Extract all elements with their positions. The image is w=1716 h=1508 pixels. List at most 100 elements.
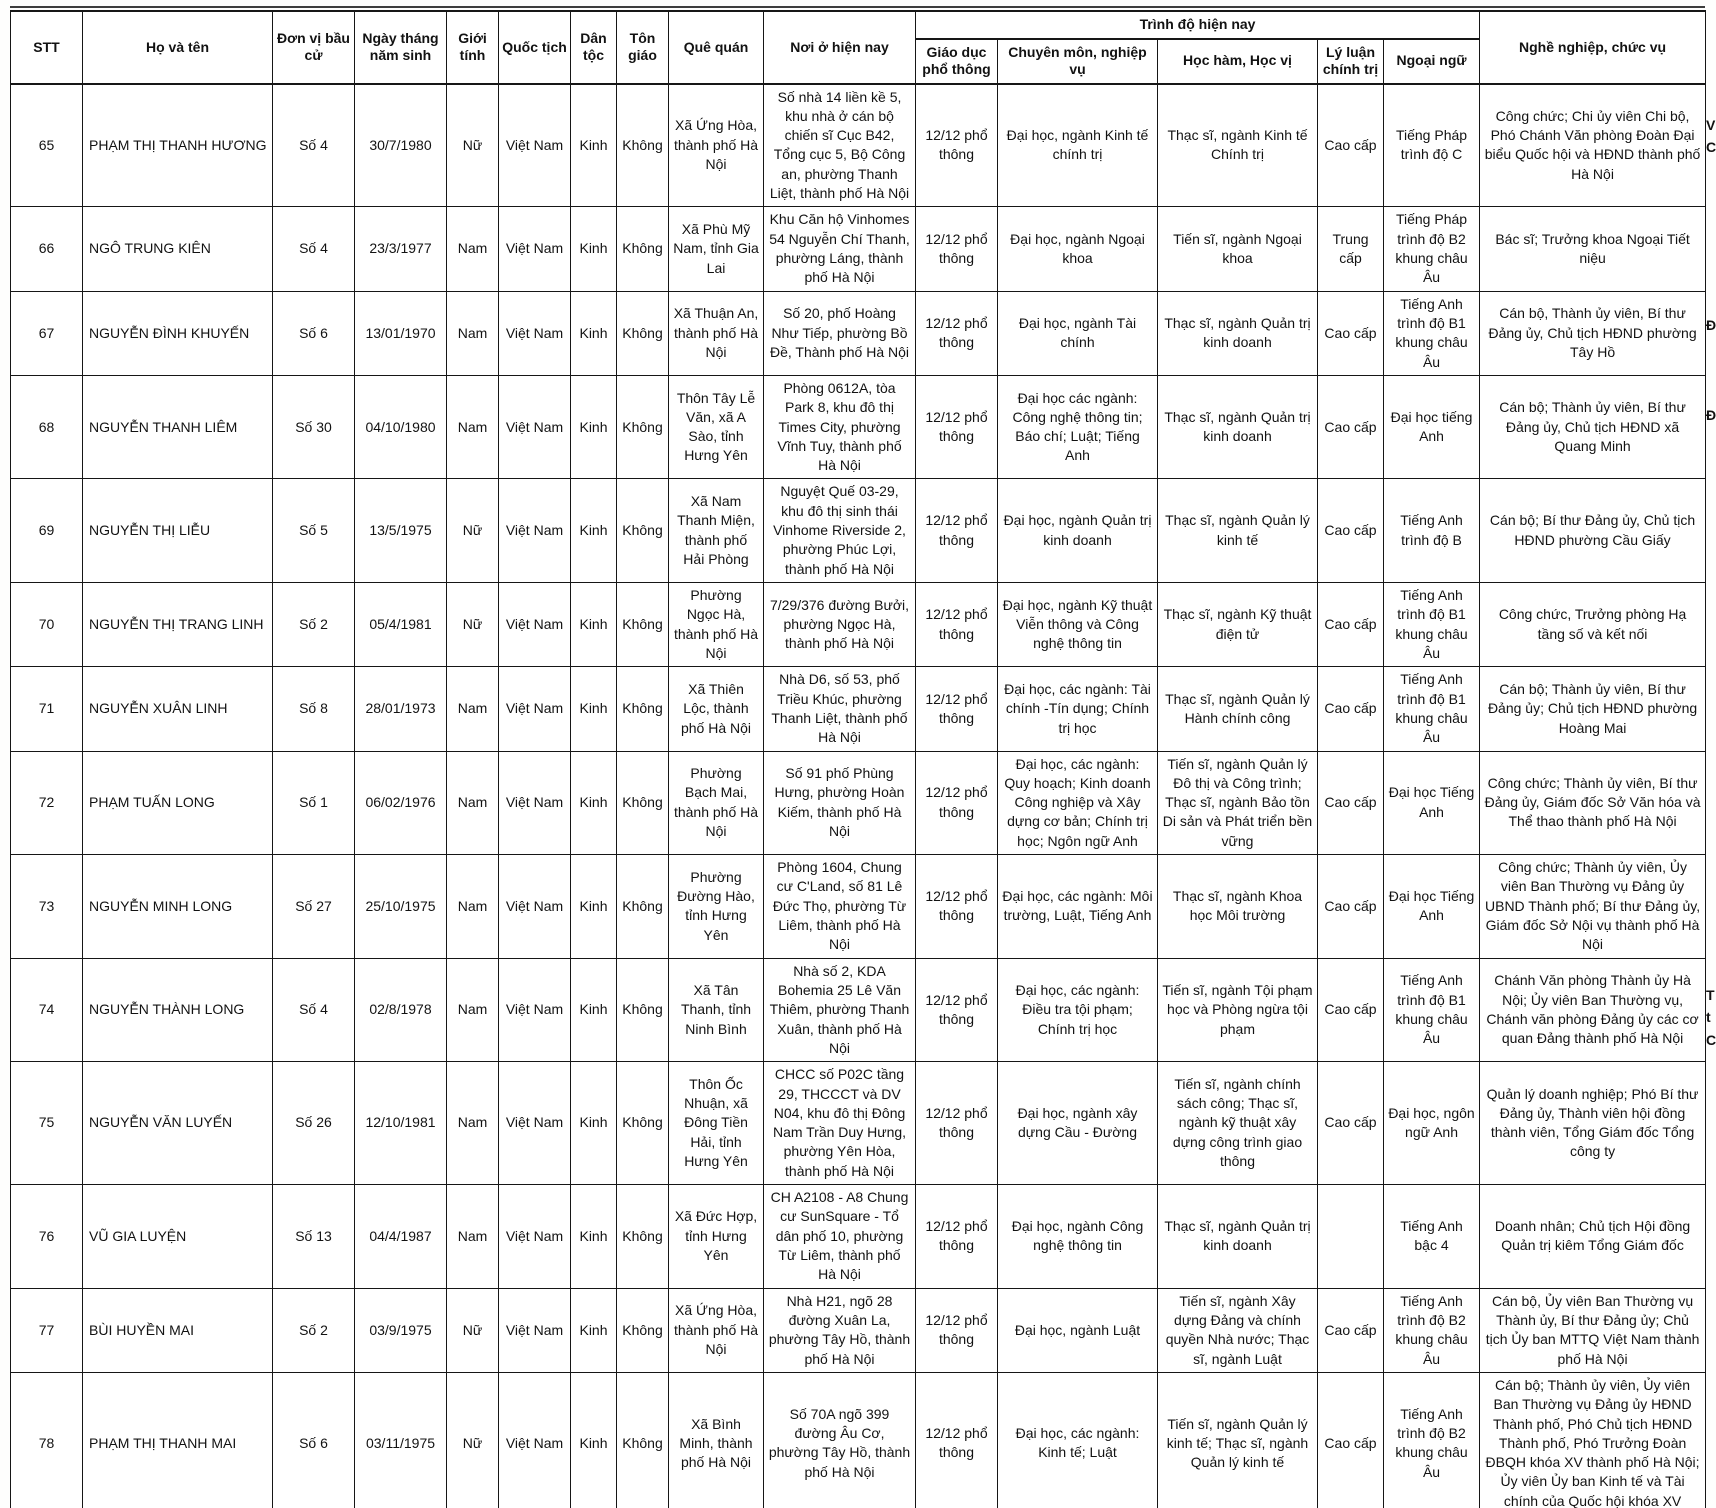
cell-ho-ten: PHẠM THỊ THANH HƯƠNG [82, 82, 273, 208]
cell-don-vi: Số 4 [272, 957, 355, 1063]
cell-nghe-nghiep: Cán bộ, Ủy viên Ban Thường vụ Thành ủy, … [1479, 1287, 1707, 1373]
cell-don-vi: Số 6 [272, 290, 355, 376]
header-don-vi: Đơn vị bầu cử [272, 10, 355, 85]
cell-quoc-tich: Việt Nam [498, 1287, 571, 1373]
cell-chuyen-mon: Đại học, ngành Ngoại khoa [997, 206, 1158, 292]
cell-ngoai-ngu: Đại học Tiếng Anh [1382, 854, 1481, 959]
cell-giao-duc: 12/12 phổ thông [915, 1061, 998, 1186]
candidate-table: STT Họ và tên Đơn vị bầu cử Ngày tháng n… [10, 10, 1707, 1508]
cell-ngoai-ngu: Tiếng Anh trình độ B1 khung châu Âu [1382, 290, 1481, 376]
cell-gioi-tinh: Nam [446, 206, 499, 292]
cell-nghe-nghiep: Quản lý doanh nghiệp; Phó Bí thư Đảng ủy… [1479, 1061, 1707, 1186]
cell-ngay-sinh: 05/4/1981 [354, 581, 447, 668]
cell-quoc-tich: Việt Nam [498, 1061, 571, 1186]
cell-quoc-tich: Việt Nam [498, 1184, 571, 1289]
cell-dan-toc: Kinh [570, 206, 617, 292]
cell-ho-ten: NGUYỄN THỊ LIỄU [82, 478, 273, 583]
cell-ngay-sinh: 02/8/1978 [354, 957, 447, 1063]
cell-don-vi: Số 1 [272, 750, 355, 856]
edge-fragment-row65: V C [1706, 117, 1716, 156]
cell-quoc-tich: Việt Nam [498, 666, 571, 752]
cell-don-vi: Số 2 [272, 1287, 355, 1373]
cell-ngoai-ngu: Tiếng Anh trình độ B2 khung châu Âu [1382, 1371, 1481, 1508]
header-chuyen-mon: Chuyên môn, nghiệp vụ [997, 38, 1158, 85]
cell-hoc-ham: Thạc sĩ, ngành Quản trị kinh doanh [1157, 290, 1318, 376]
cell-ngoai-ngu: Tiếng Anh trình độ B1 khung châu Âu [1382, 666, 1481, 752]
cell-ngoai-ngu: Tiếng Anh trình độ B [1382, 478, 1481, 583]
cell-hoc-ham: Tiến sĩ, ngành chính sách công; Thạc sĩ,… [1157, 1061, 1318, 1186]
cell-dan-toc: Kinh [570, 854, 617, 959]
header-stt: STT [10, 10, 83, 85]
cell-ho-ten: NGUYỄN MINH LONG [82, 854, 273, 959]
cell-ngay-sinh: 25/10/1975 [354, 854, 447, 959]
cell-gioi-tinh: Nữ [446, 82, 499, 208]
cell-quoc-tich: Việt Nam [498, 854, 571, 959]
cell-stt: 66 [10, 206, 83, 292]
cell-hoc-ham: Thạc sĩ, ngành Kinh tế Chính trị [1157, 82, 1318, 208]
cell-ton-giao: Không [616, 1371, 669, 1508]
cell-giao-duc: 12/12 phổ thông [915, 750, 998, 856]
cell-chuyen-mon: Đại học, ngành Công nghệ thông tin [997, 1184, 1158, 1289]
cell-don-vi: Số 5 [272, 478, 355, 583]
cell-don-vi: Số 30 [272, 374, 355, 480]
cell-noi-o: CHCC số P02C tầng 29, THCCCT và DV N04, … [763, 1061, 916, 1186]
cell-ton-giao: Không [616, 854, 669, 959]
cell-que-quan: Thôn Tây Lễ Văn, xã A Sào, tỉnh Hưng Yên [668, 374, 764, 480]
cell-nghe-nghiep: Chánh Văn phòng Thành ủy Hà Nội; Ủy viên… [1479, 957, 1707, 1063]
cell-quoc-tich: Việt Nam [498, 581, 571, 668]
cell-ly-luan: Trung cấp [1317, 206, 1384, 292]
cell-nghe-nghiep: Cán bộ, Thành ủy viên, Bí thư Đảng ủy, C… [1479, 290, 1707, 376]
cell-hoc-ham: Tiến sĩ, ngành Ngoại khoa [1157, 206, 1318, 292]
cell-hoc-ham: Tiến sĩ, ngành Tội phạm học và Phòng ngừ… [1157, 957, 1318, 1063]
header-ton-giao: Tôn giáo [616, 10, 669, 85]
cell-ly-luan: Cao cấp [1317, 1061, 1384, 1186]
table-row: 73 NGUYỄN MINH LONG Số 27 25/10/1975 Nam Việt… [10, 854, 1707, 959]
header-ngay-sinh: Ngày tháng năm sinh [354, 10, 447, 85]
cell-noi-o: Nhà D6, số 53, phố Triều Khúc, phường Th… [763, 666, 916, 752]
table-row: 67 NGUYỄN ĐÌNH KHUYẾN Số 6 13/01/1970 Nam Việ… [10, 290, 1707, 376]
cell-gioi-tinh: Nữ [446, 581, 499, 668]
cell-giao-duc: 12/12 phổ thông [915, 1371, 998, 1508]
cell-que-quan: Xã Nam Thanh Miện, thành phố Hải Phòng [668, 478, 764, 583]
cell-ton-giao: Không [616, 478, 669, 583]
cell-ngay-sinh: 04/10/1980 [354, 374, 447, 480]
cell-ngay-sinh: 12/10/1981 [354, 1061, 447, 1186]
cell-ly-luan: Cao cấp [1317, 957, 1384, 1063]
cell-chuyen-mon: Đại học, ngành Quản trị kinh doanh [997, 478, 1158, 583]
cell-ly-luan: Cao cấp [1317, 854, 1384, 959]
cell-ton-giao: Không [616, 666, 669, 752]
cell-noi-o: Nhà H21, ngõ 28 đường Xuân La, phường Tâ… [763, 1287, 916, 1373]
cell-hoc-ham: Thạc sĩ, ngành Khoa học Môi trường [1157, 854, 1318, 959]
table-row: 68 NGUYỄN THANH LIÊM Số 30 04/10/1980 Nam Việ… [10, 374, 1707, 480]
cell-hoc-ham: Thạc sĩ, ngành Quản lý kinh tế [1157, 478, 1318, 583]
cell-ho-ten: NGUYỄN XUÂN LINH [82, 666, 273, 752]
table-row: 78 PHẠM THỊ THANH MAI Số 6 03/11/1975 Nữ Việt… [10, 1371, 1707, 1508]
cell-stt: 71 [10, 666, 83, 752]
table-row: 70 NGUYỄN THỊ TRANG LINH Số 2 05/4/1981 Nữ Vi… [10, 581, 1707, 668]
cell-gioi-tinh: Nam [446, 1061, 499, 1186]
header-ly-luan: Lý luận chính trị [1317, 38, 1384, 85]
cell-don-vi: Số 2 [272, 581, 355, 668]
cell-dan-toc: Kinh [570, 581, 617, 668]
cell-dan-toc: Kinh [570, 478, 617, 583]
cell-ton-giao: Không [616, 957, 669, 1063]
cell-nghe-nghiep: Cán bộ; Bí thư Đảng ủy, Chủ tịch HĐND ph… [1479, 478, 1707, 583]
cell-quoc-tich: Việt Nam [498, 82, 571, 208]
header-quoc-tich: Quốc tịch [498, 10, 571, 85]
cell-ho-ten: BÙI HUYỀN MAI [82, 1287, 273, 1373]
edge-fragment-row68: Đ [1706, 407, 1716, 423]
cell-gioi-tinh: Nữ [446, 1371, 499, 1508]
cell-chuyen-mon: Đại học, ngành xây dựng Cầu - Đường [997, 1061, 1158, 1186]
cell-ngoai-ngu: Tiếng Pháp trình độ C [1382, 82, 1481, 208]
cell-ly-luan: Cao cấp [1317, 374, 1384, 480]
cell-ho-ten: NGUYỄN THANH LIÊM [82, 374, 273, 480]
cell-que-quan: Xã Phù Mỹ Nam, tỉnh Gia Lai [668, 206, 764, 292]
cell-chuyen-mon: Đại học, ngành Luật [997, 1287, 1158, 1373]
cell-ly-luan: Cao cấp [1317, 750, 1384, 856]
cell-quoc-tich: Việt Nam [498, 1371, 571, 1508]
cell-noi-o: Nhà số 2, KDA Bohemia 25 Lê Văn Thiêm, p… [763, 957, 916, 1063]
cell-stt: 77 [10, 1287, 83, 1373]
cell-stt: 70 [10, 581, 83, 668]
cell-que-quan: Phường Bạch Mai, thành phố Hà Nội [668, 750, 764, 856]
cell-giao-duc: 12/12 phổ thông [915, 290, 998, 376]
